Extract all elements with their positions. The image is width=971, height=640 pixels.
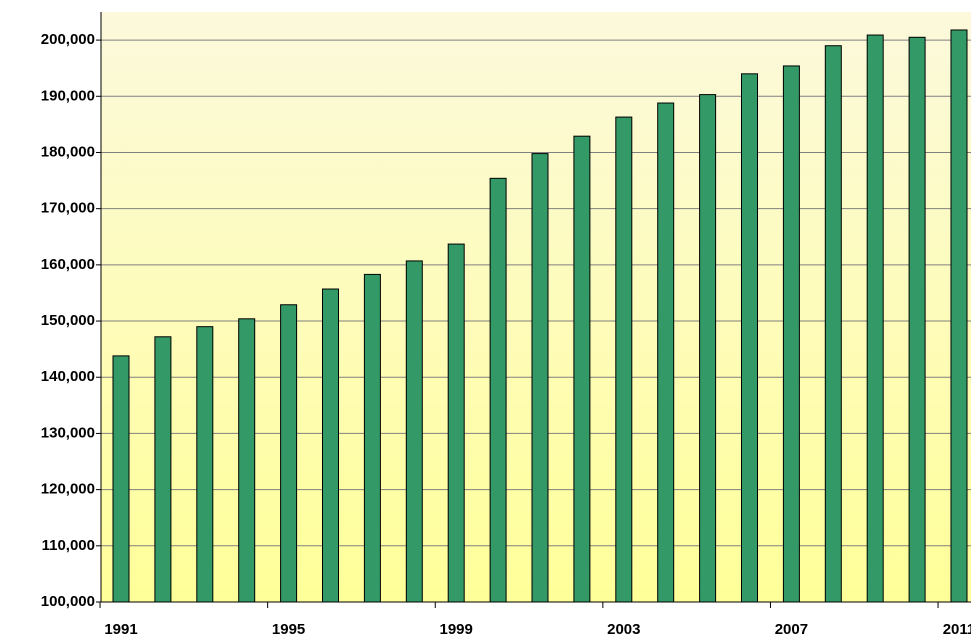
x-tick-label: 1999 [440, 621, 473, 638]
bar [531, 153, 549, 603]
bar [573, 135, 591, 603]
x-tick-label: 2007 [775, 621, 808, 638]
bar [824, 45, 842, 603]
bar [657, 102, 675, 603]
y-tick-label: 100,000 [41, 593, 95, 610]
bar [447, 243, 465, 603]
bar [699, 94, 717, 603]
bar [363, 273, 381, 603]
bar [741, 73, 758, 603]
bar [950, 29, 968, 603]
x-tick-label: 2011 [943, 621, 971, 638]
bar [615, 116, 633, 603]
bar [322, 288, 339, 603]
bar [154, 336, 172, 603]
bar [782, 65, 800, 603]
y-tick-label: 140,000 [41, 368, 95, 385]
x-tick-label: 1991 [104, 621, 137, 638]
bar [196, 326, 214, 603]
y-tick-label: 190,000 [41, 87, 95, 104]
y-tick-label: 130,000 [41, 424, 95, 441]
y-tick-label: 110,000 [42, 537, 95, 554]
bar [280, 304, 298, 603]
y-tick-label: 160,000 [41, 256, 95, 273]
y-tick-label: 200,000 [41, 31, 95, 48]
y-tick-label: 170,000 [41, 200, 95, 217]
x-tick-label: 2003 [607, 621, 640, 638]
bar [112, 355, 130, 603]
bar [489, 177, 507, 603]
y-tick-label: 150,000 [41, 312, 95, 329]
y-tick-label: 120,000 [41, 481, 95, 498]
bar [908, 36, 926, 603]
bar [866, 34, 884, 603]
x-tick-label: 1995 [272, 621, 305, 638]
bar [238, 318, 256, 603]
bar [405, 260, 423, 603]
y-tick-label: 180,000 [41, 143, 95, 160]
